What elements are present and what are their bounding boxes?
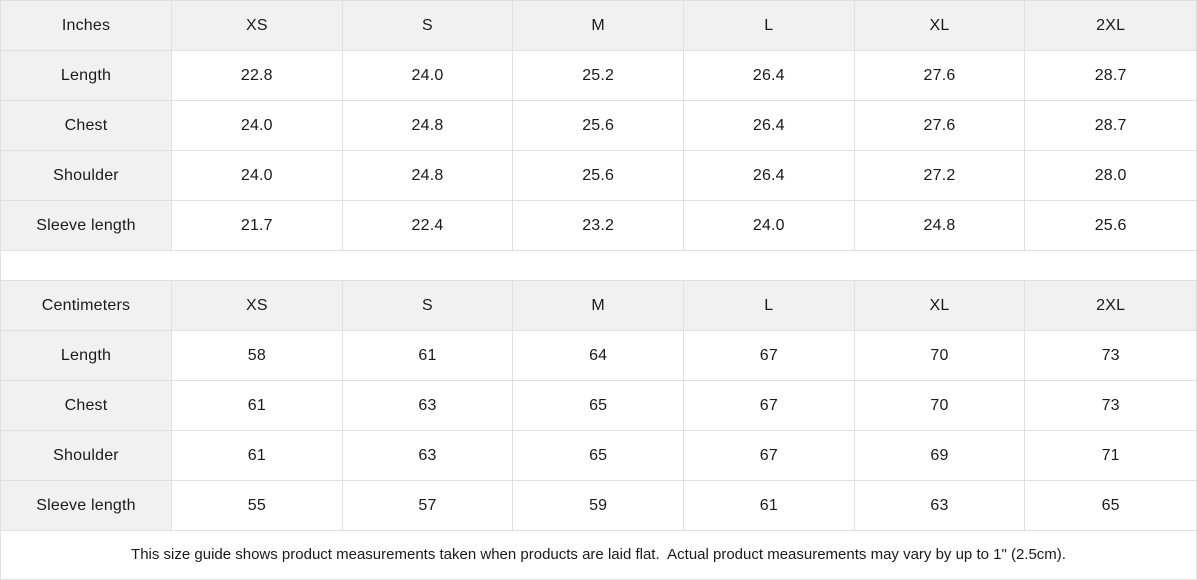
size-header-cell: S <box>342 1 514 51</box>
value-cell: 63 <box>342 431 514 481</box>
value-cell: 69 <box>854 431 1026 481</box>
size-header-cell: XL <box>854 281 1026 331</box>
value-cell: 65 <box>513 431 684 481</box>
value-cell: 24.8 <box>854 201 1026 251</box>
value-cell: 25.6 <box>1025 201 1196 251</box>
row-label-cell: Shoulder <box>1 431 172 481</box>
value-cell: 22.4 <box>342 201 514 251</box>
value-cell: 27.2 <box>854 151 1026 201</box>
value-cell: 65 <box>1025 481 1196 531</box>
size-header-cell: XL <box>854 1 1026 51</box>
value-cell: 59 <box>513 481 684 531</box>
value-cell: 63 <box>342 381 514 431</box>
value-cell: 61 <box>342 331 514 381</box>
size-header-cell: M <box>513 1 684 51</box>
value-cell: 28.7 <box>1025 101 1196 151</box>
value-cell: 61 <box>172 431 343 481</box>
value-cell: 25.6 <box>513 151 684 201</box>
value-cell: 24.8 <box>342 101 514 151</box>
inches-table: Inches XS S M L XL 2XL Length 22.8 24.0 … <box>1 1 1196 251</box>
value-cell: 61 <box>684 481 855 531</box>
value-cell: 23.2 <box>513 201 684 251</box>
value-cell: 26.4 <box>684 101 855 151</box>
row-label-cell: Shoulder <box>1 151 172 201</box>
row-label-cell: Sleeve length <box>1 481 172 531</box>
value-cell: 70 <box>854 331 1026 381</box>
size-header-cell: XS <box>172 1 343 51</box>
value-cell: 24.0 <box>172 151 343 201</box>
value-cell: 25.6 <box>513 101 684 151</box>
unit-header-cell: Inches <box>1 1 172 51</box>
row-label-cell: Length <box>1 331 172 381</box>
value-cell: 73 <box>1025 331 1196 381</box>
value-cell: 26.4 <box>684 51 855 101</box>
centimeters-table: Centimeters XS S M L XL 2XL Length 58 61… <box>1 281 1196 531</box>
value-cell: 24.8 <box>342 151 514 201</box>
size-header-cell: S <box>342 281 514 331</box>
value-cell: 73 <box>1025 381 1196 431</box>
value-cell: 24.0 <box>172 101 343 151</box>
size-guide-footnote: This size guide shows product measuremen… <box>1 531 1196 578</box>
unit-header-cell: Centimeters <box>1 281 172 331</box>
value-cell: 21.7 <box>172 201 343 251</box>
value-cell: 57 <box>342 481 514 531</box>
value-cell: 24.0 <box>342 51 514 101</box>
size-header-cell: M <box>513 281 684 331</box>
value-cell: 25.2 <box>513 51 684 101</box>
row-label-cell: Sleeve length <box>1 201 172 251</box>
value-cell: 64 <box>513 331 684 381</box>
value-cell: 70 <box>854 381 1026 431</box>
size-header-cell: 2XL <box>1025 1 1196 51</box>
value-cell: 28.0 <box>1025 151 1196 201</box>
value-cell: 58 <box>172 331 343 381</box>
size-header-cell: L <box>684 281 855 331</box>
value-cell: 27.6 <box>854 101 1026 151</box>
size-header-cell: 2XL <box>1025 281 1196 331</box>
value-cell: 63 <box>854 481 1026 531</box>
value-cell: 65 <box>513 381 684 431</box>
value-cell: 28.7 <box>1025 51 1196 101</box>
value-cell: 67 <box>684 431 855 481</box>
row-label-cell: Chest <box>1 101 172 151</box>
value-cell: 67 <box>684 331 855 381</box>
value-cell: 55 <box>172 481 343 531</box>
row-label-cell: Chest <box>1 381 172 431</box>
value-cell: 22.8 <box>172 51 343 101</box>
value-cell: 71 <box>1025 431 1196 481</box>
row-label-cell: Length <box>1 51 172 101</box>
value-cell: 61 <box>172 381 343 431</box>
section-spacer <box>1 251 1196 281</box>
value-cell: 24.0 <box>684 201 855 251</box>
value-cell: 26.4 <box>684 151 855 201</box>
value-cell: 27.6 <box>854 51 1026 101</box>
size-header-cell: L <box>684 1 855 51</box>
size-header-cell: XS <box>172 281 343 331</box>
value-cell: 67 <box>684 381 855 431</box>
